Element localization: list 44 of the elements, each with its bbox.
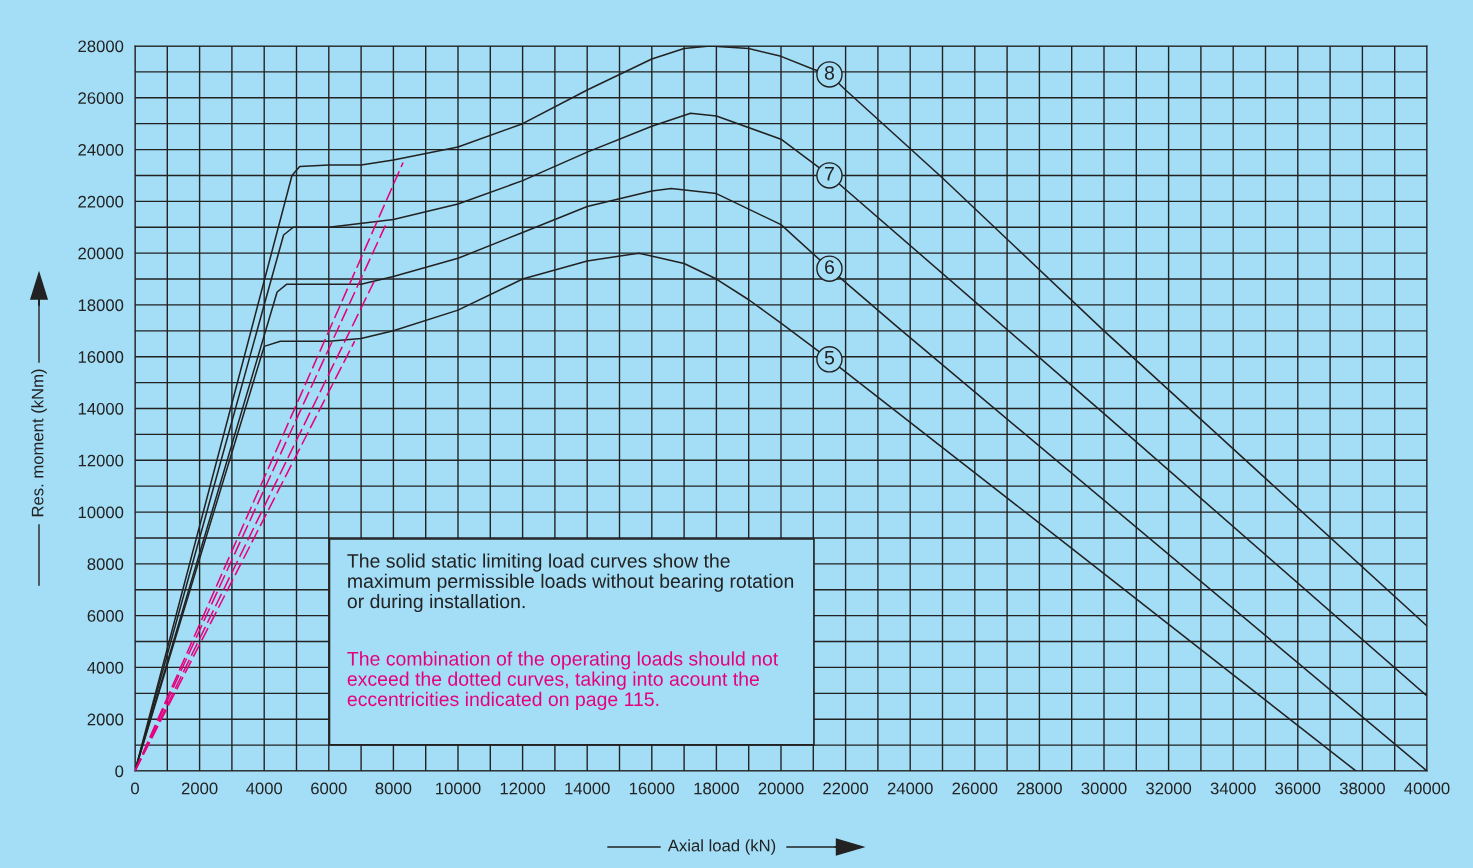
x-tick-label: 34000: [1210, 782, 1256, 795]
x-tick-label: 10000: [436, 782, 481, 795]
y-tick-label: 6000: [87, 610, 124, 622]
y-tick-label: 14000: [78, 402, 124, 415]
x-tick-label: 12000: [500, 782, 546, 795]
x-tick-label: 0: [131, 782, 139, 795]
y-tick-label: 8000: [87, 558, 124, 571]
y-axis-title: Res. moment (kNm): [31, 369, 47, 517]
x-tick-label: 14000: [565, 782, 610, 795]
x-axis-title: Axial load (kN): [667, 839, 776, 855]
y-tick-label: 24000: [78, 143, 124, 156]
y-tick-label: 12000: [78, 454, 124, 467]
y-tick-label: 22000: [78, 195, 124, 208]
y-tick-label: 20000: [78, 247, 124, 260]
y-tick-label: 4000: [87, 661, 124, 674]
x-tick-label: 16000: [629, 782, 675, 795]
y-tick-label: 28000: [78, 40, 124, 53]
y-tick-label: 0: [115, 765, 124, 778]
x-tick-label: 26000: [952, 782, 998, 795]
x-tick-label: 40000: [1404, 782, 1450, 795]
y-tick-label: 18000: [78, 299, 124, 312]
x-tick-label: 32000: [1146, 782, 1192, 795]
series-label: 5: [824, 350, 835, 365]
x-tick-label: 38000: [1339, 782, 1385, 795]
series-label: 6: [825, 260, 834, 274]
x-tick-label: 28000: [1017, 782, 1062, 795]
x-tick-label: 22000: [823, 782, 869, 795]
y-tick-label: 26000: [78, 92, 124, 104]
x-tick-label: 36000: [1275, 782, 1321, 795]
series-label: 8: [824, 65, 835, 80]
x-tick-label: 4000: [246, 782, 283, 795]
x-tick-label: 18000: [694, 782, 739, 795]
annotation: The solid static limiting load curves show the maximum permissible loads without bearing rotation or during installation.: [347, 553, 794, 613]
x-tick-label: 6000: [311, 782, 347, 795]
x-tick-label: 2000: [181, 782, 218, 795]
x-tick-label: 8000: [375, 782, 412, 795]
y-tick-label: 2000: [87, 713, 124, 726]
annotation: The combination of the operating loads should not exceed the dotted curves, taking into acount the eccentricities indicated on page 115.: [347, 651, 779, 710]
y-tick-label: 10000: [78, 506, 124, 519]
y-tick-label: 16000: [78, 351, 124, 363]
series-label: 7: [825, 167, 834, 181]
x-tick-label: 24000: [887, 782, 933, 795]
x-tick-label: 20000: [758, 782, 804, 795]
x-tick-label: 30000: [1081, 782, 1127, 795]
